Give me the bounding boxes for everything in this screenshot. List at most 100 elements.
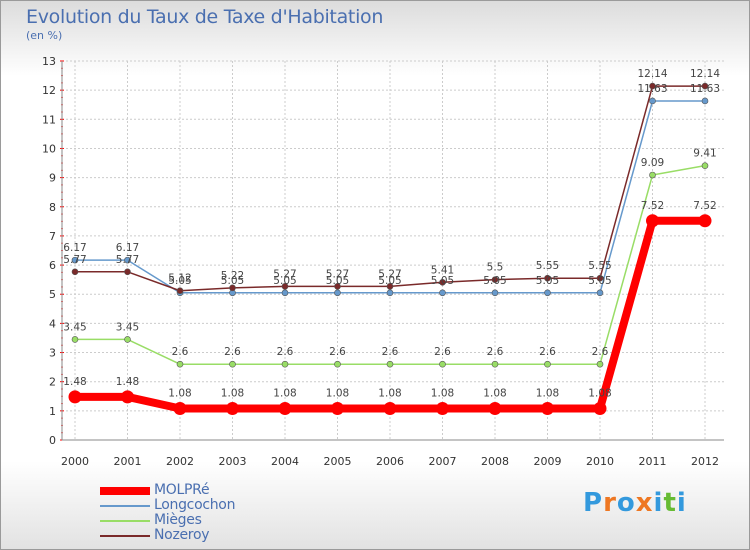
data-point-nozeroy [491, 276, 499, 283]
data-label-mieges: 2.6 [382, 346, 399, 358]
data-label-nozeroy: 5.27 [326, 268, 349, 280]
data-point-mieges [596, 360, 604, 368]
y-tick-label: 1 [49, 405, 56, 418]
data-label-longcochon: 5.05 [483, 275, 506, 287]
data-label-mieges: 2.6 [329, 346, 346, 358]
data-label-nozeroy: 5.27 [273, 268, 296, 280]
data-point-nozeroy [281, 283, 289, 290]
data-point-molpre [593, 402, 607, 416]
x-tick-label: 2004 [271, 455, 299, 468]
data-label-molpre: 1.08 [326, 388, 349, 400]
data-point-molpre [278, 402, 292, 416]
x-tick-label: 2012 [691, 455, 719, 468]
x-tick-label: 2011 [639, 455, 667, 468]
data-point-mieges [649, 171, 656, 179]
x-tick-label: 2010 [586, 455, 614, 468]
data-point-longcochon [491, 289, 499, 297]
data-point-longcochon [596, 289, 604, 297]
data-point-mieges [386, 360, 394, 368]
chart-title: Evolution du Taux de Taxe d'Habitation [26, 6, 384, 28]
legend-swatch [100, 505, 150, 507]
data-point-molpre [488, 402, 502, 416]
data-label-nozeroy: 5.77 [116, 254, 139, 266]
data-point-molpre [383, 402, 397, 416]
data-label-nozeroy: 5.22 [221, 270, 244, 282]
data-label-molpre: 1.48 [116, 376, 139, 388]
data-point-nozeroy [176, 287, 184, 295]
proxiti-logo: Proxiti [583, 488, 687, 518]
chart-subtitle: (en %) [26, 29, 63, 42]
data-label-longcochon: 5.05 [168, 275, 191, 287]
data-point-nozeroy [649, 82, 656, 90]
data-point-molpre [173, 402, 187, 416]
data-label-mieges: 9.09 [641, 157, 664, 169]
data-label-molpre: 1.08 [378, 388, 401, 400]
data-label-molpre: 1.08 [588, 388, 611, 400]
data-label-molpre: 1.08 [483, 388, 506, 400]
legend-label: MOLPRé [154, 482, 210, 498]
data-label-longcochon: 5.05 [221, 275, 244, 287]
data-point-mieges [124, 336, 131, 343]
data-point-longcochon [124, 256, 131, 264]
y-tick-label: 13 [42, 55, 56, 68]
x-tick-label: 2007 [429, 455, 457, 468]
y-tick-label: 10 [42, 142, 56, 155]
y-tick-label: 6 [49, 259, 56, 272]
data-label-molpre: 7.52 [641, 200, 664, 212]
x-tick-label: 2000 [61, 455, 89, 468]
legend-label: Nozeroy [154, 527, 210, 543]
data-label-molpre: 1.08 [536, 388, 559, 400]
data-point-molpre [226, 402, 239, 416]
legend-swatch [100, 535, 150, 537]
data-point-longcochon [71, 256, 79, 264]
data-label-molpre: 1.08 [431, 388, 454, 400]
data-label-longcochon: 6.17 [63, 242, 86, 254]
data-point-nozeroy [701, 82, 709, 90]
data-point-mieges [71, 336, 79, 343]
data-label-nozeroy: 5.55 [536, 260, 559, 272]
data-point-nozeroy [229, 284, 236, 292]
x-tick-label: 2006 [376, 455, 404, 468]
legend-label: Longcochon [154, 497, 236, 513]
data-label-mieges: 2.6 [277, 346, 294, 358]
data-label-mieges: 2.6 [172, 346, 189, 358]
data-label-nozeroy: 5.5 [487, 262, 504, 274]
data-label-longcochon: 5.05 [588, 275, 611, 287]
legend-swatch [100, 487, 150, 495]
data-label-mieges: 2.6 [224, 346, 241, 358]
data-point-molpre [121, 390, 134, 404]
data-point-longcochon [334, 289, 341, 297]
x-tick-label: 2001 [114, 455, 142, 468]
data-point-molpre [436, 402, 449, 416]
data-point-nozeroy [386, 283, 394, 290]
data-label-longcochon: 5.05 [378, 275, 401, 287]
data-point-longcochon [439, 289, 446, 297]
x-tick-label: 2009 [534, 455, 562, 468]
data-point-molpre [698, 214, 712, 228]
data-label-molpre: 7.52 [693, 200, 716, 212]
data-label-nozeroy: 5.12 [168, 273, 191, 285]
data-label-longcochon: 5.05 [431, 275, 454, 287]
data-point-longcochon [649, 97, 656, 105]
data-point-mieges [701, 162, 709, 169]
data-label-molpre: 1.08 [168, 388, 191, 400]
y-tick-label: 12 [42, 84, 56, 97]
data-point-mieges [229, 360, 236, 368]
y-tick-label: 3 [49, 347, 56, 360]
data-label-longcochon: 5.05 [536, 275, 559, 287]
data-label-nozeroy: 12.14 [690, 68, 720, 80]
y-tick-label: 4 [49, 317, 56, 330]
data-label-mieges: 2.6 [592, 346, 609, 358]
data-point-molpre [646, 214, 659, 228]
data-point-nozeroy [596, 274, 604, 282]
y-tick-label: 8 [49, 201, 56, 214]
data-point-longcochon [386, 289, 394, 297]
data-label-mieges: 2.6 [487, 346, 504, 358]
legend-label: Mièges [154, 512, 202, 528]
data-point-molpre [541, 402, 554, 416]
data-label-nozeroy: 12.14 [637, 68, 667, 80]
data-point-nozeroy [334, 283, 341, 290]
data-point-mieges [334, 360, 341, 368]
data-label-nozeroy: 5.55 [588, 260, 611, 272]
